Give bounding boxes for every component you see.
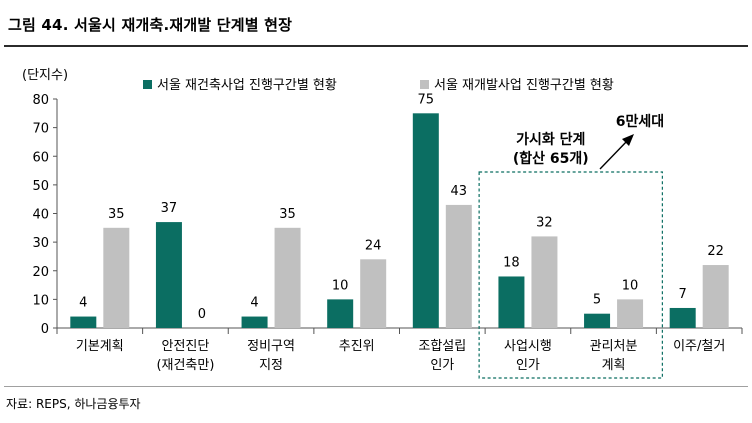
box-label-line2: (합산 65개) <box>513 150 589 167</box>
data-label-series2: 10 <box>622 278 639 293</box>
highlight-box <box>478 171 663 379</box>
x-tick-label: 추진위 <box>339 339 375 354</box>
data-label-series2: 24 <box>365 238 382 253</box>
x-tick-label: 인가 <box>430 358 454 373</box>
legend-swatch-series1 <box>143 80 152 89</box>
bar-series1 <box>498 276 525 328</box>
bar-series2 <box>702 265 729 328</box>
x-tick-label: 안전진단 <box>162 339 210 354</box>
labels-layer: 435기본계획370안전진단(재건축만)435정비구역지정1024추진위7543… <box>76 92 725 373</box>
data-label-series1: 5 <box>593 293 601 308</box>
y-tick-label: 10 <box>32 293 49 308</box>
data-label-series2: 35 <box>108 207 125 222</box>
annotation-arrowhead <box>622 134 634 146</box>
x-tick-label: 조합설립 <box>418 339 466 354</box>
y-axis-label: (단지수) <box>22 68 68 83</box>
x-tick-label: 정비구역 <box>247 339 295 354</box>
bar-series2 <box>531 236 558 328</box>
data-label-series1: 10 <box>332 278 349 293</box>
data-label-series2: 32 <box>536 215 553 230</box>
legend: 서울 재건축사업 진행구간별 현황 서울 재개발사업 진행구간별 현황 <box>143 77 614 93</box>
bar-series1 <box>155 222 182 328</box>
data-label-series1: 37 <box>161 201 178 216</box>
bar-series1 <box>412 113 439 328</box>
legend-swatch-series2 <box>420 80 429 89</box>
bars-layer <box>70 113 729 328</box>
box-label-line1: 가시화 단계 <box>516 131 585 148</box>
arrow-label: 6만세대 <box>616 114 664 130</box>
bar-series1 <box>327 299 354 328</box>
y-tick-label: 40 <box>32 208 49 223</box>
x-tick-label: 기본계획 <box>76 339 124 354</box>
x-tick-label: 사업시행 <box>504 338 552 354</box>
x-tick-label: 이주/철거 <box>673 339 725 354</box>
bar-series2 <box>617 299 644 328</box>
data-label-series1: 7 <box>679 287 687 302</box>
bar-series2 <box>360 259 387 328</box>
x-tick-label: 계획 <box>602 358 626 373</box>
bar-series2 <box>274 227 301 328</box>
bar-series1 <box>669 307 696 328</box>
bar-series1 <box>241 316 268 328</box>
legend-label-series1: 서울 재건축사업 진행구간별 현황 <box>157 77 337 93</box>
y-tick-label: 70 <box>32 122 49 137</box>
x-tick-label: 인가 <box>516 358 540 373</box>
data-label-series1: 18 <box>503 255 520 270</box>
legend-label-series2: 서울 재개발사업 진행구간별 현황 <box>434 77 614 93</box>
data-label-series2: 22 <box>707 244 724 259</box>
data-label-series2: 35 <box>279 207 296 222</box>
bar-series1 <box>70 316 97 328</box>
annotation-layer: 가시화 단계 (합산 65개) 6만세대 <box>478 114 664 379</box>
bar-series1 <box>584 313 611 328</box>
source-note: 자료: REPS, 하나금융투자 <box>6 397 141 411</box>
data-label-series1: 4 <box>79 296 87 311</box>
source-divider <box>4 386 748 387</box>
annotation-arrow-line <box>599 139 629 170</box>
data-label-series2: 43 <box>451 184 468 199</box>
x-tick-label: (재건축만) <box>156 358 214 373</box>
y-tick-label: 60 <box>32 150 49 165</box>
data-label-series1: 4 <box>250 296 258 311</box>
x-tick-label: 관리처분 <box>590 339 638 354</box>
y-tick-label: 30 <box>32 236 49 251</box>
y-tick-label: 80 <box>32 93 49 108</box>
bar-series2 <box>445 204 472 328</box>
bar-series2 <box>103 227 130 328</box>
data-label-series2: 0 <box>198 307 206 322</box>
x-tick-label: 지정 <box>259 358 283 373</box>
data-label-series1: 75 <box>418 92 435 107</box>
title-divider <box>4 45 748 47</box>
y-tick-label: 0 <box>41 322 49 337</box>
y-tick-label: 50 <box>32 179 49 194</box>
y-tick-label: 20 <box>32 265 49 280</box>
chart-title: 그림 44. 서울시 재개축.재개발 단계별 현장 <box>8 16 293 34</box>
